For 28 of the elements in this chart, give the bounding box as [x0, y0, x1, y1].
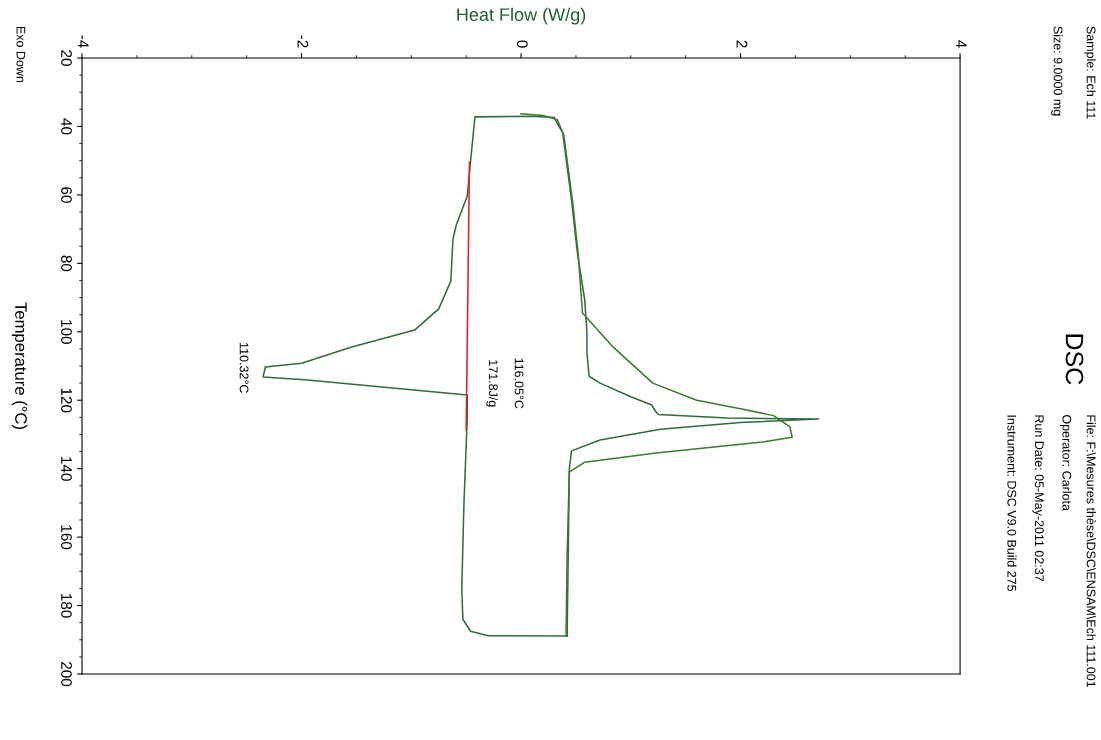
y-tick-label: 200 — [61, 662, 72, 687]
x-tick-label: 2 — [736, 40, 748, 48]
y-tick-label: 140 — [61, 457, 72, 481]
y-tick-label: 80 — [61, 255, 72, 272]
text: File: F:\Mesures thèse\DSC\ENSAM\Ech 111.001 — [1086, 415, 1096, 688]
text: Operator: Carlota — [1059, 414, 1072, 511]
y-tick-label: 160 — [61, 525, 72, 550]
x-tick-label: -4 — [78, 35, 89, 48]
text: Run Date: 05-May-2011 02:37 — [1032, 415, 1044, 582]
annotation: 171.8J/g — [486, 360, 498, 407]
y-tick-label: 120 — [61, 388, 72, 413]
y-tick-label: 60 — [61, 187, 72, 203]
text: Exo Down — [16, 26, 26, 83]
text: DSC — [1065, 334, 1084, 385]
text: Sample: Ech 111 — [1084, 26, 1096, 119]
x-tick-label: 0 — [516, 40, 528, 48]
y-tick-label: 180 — [61, 593, 72, 618]
x-tick-label: -2 — [297, 35, 309, 48]
y-tick-label: 20 — [61, 50, 72, 66]
annotation: 116.05°C — [514, 358, 524, 409]
x-axis-title: Heat Flow (W/g) — [457, 7, 586, 25]
text: Instrument: DSC V9.0 Build 275 — [1007, 415, 1017, 592]
annotation: 110.32°C — [239, 343, 249, 393]
text: Size: 9.0000 mg — [1051, 26, 1063, 116]
y-tick-label: 40 — [61, 118, 72, 135]
x-tick-label: 4 — [956, 40, 967, 48]
y-tick-label: 100 — [61, 320, 72, 344]
y-axis-title: Temperature (°C) — [11, 302, 28, 429]
